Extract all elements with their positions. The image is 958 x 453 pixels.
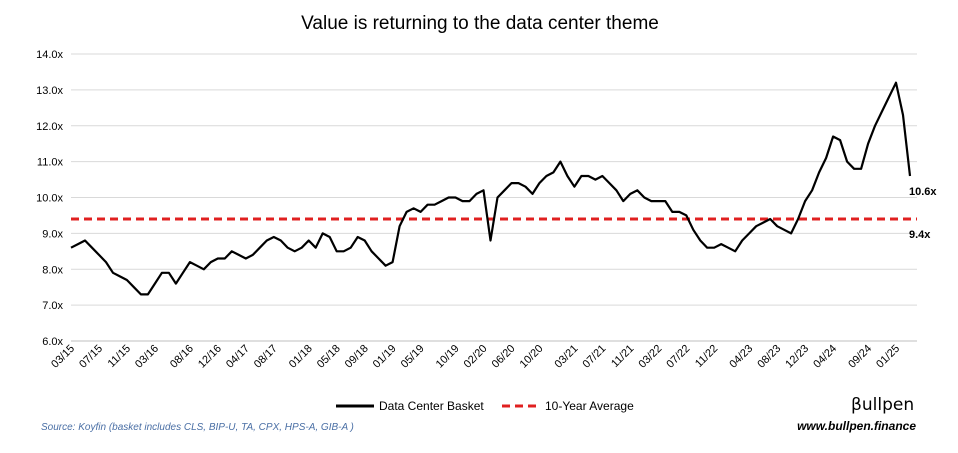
x-tick-label: 11/21 xyxy=(609,343,636,370)
x-tick-label: 01/19 xyxy=(371,343,399,371)
x-tick-label: 05/19 xyxy=(399,343,427,371)
series-data-center-basket xyxy=(70,81,912,296)
x-tick-label: 07/22 xyxy=(664,343,692,371)
x-tick-label: 10/19 xyxy=(434,343,462,371)
x-tick-label: 12/16 xyxy=(196,343,224,371)
gridlines xyxy=(71,53,917,306)
legend-label-data-center-basket: Data Center Basket xyxy=(379,399,484,413)
x-tick-label: 02/20 xyxy=(462,343,490,371)
x-tick-label: 03/16 xyxy=(133,343,161,371)
y-tick-label: 9.0x xyxy=(42,228,63,240)
y-tick-label: 11.0x xyxy=(37,157,64,169)
y-tick-label: 6.0x xyxy=(42,336,63,348)
y-tick-label: 10.0x xyxy=(36,193,63,205)
x-tick-label: 12/23 xyxy=(783,343,811,371)
end-value-label: 10.6x xyxy=(909,186,937,198)
x-tick-label: 04/23 xyxy=(727,343,755,371)
x-tick-label: 04/17 xyxy=(224,343,252,371)
x-tick-label: 01/25 xyxy=(874,343,902,371)
x-tick-label: 07/15 xyxy=(77,343,105,371)
average-value-label: 9.4x xyxy=(909,229,931,241)
y-tick-label: 12.0x xyxy=(36,121,63,133)
y-tick-label: 14.0x xyxy=(36,49,63,61)
x-tick-label: 09/18 xyxy=(343,343,371,371)
source-note: Source: Koyfin (basket includes CLS, BIP… xyxy=(41,422,354,433)
x-tick-label: 08/16 xyxy=(168,343,196,371)
x-tick-label: 04/24 xyxy=(811,343,839,371)
y-tick-label: 7.0x xyxy=(42,300,63,312)
y-axis-ticks: 6.0x 7.0x 8.0x 9.0x 10.0x 11.0x 12.0x 13.0x 14.0… xyxy=(36,49,63,348)
x-tick-label: 08/17 xyxy=(252,343,280,371)
legend: Data Center Basket 10-Year Average xyxy=(336,399,634,413)
x-tick-label: 05/18 xyxy=(315,343,343,371)
x-axis-ticks: 03/15 07/15 11/15 03/16 08/16 12/16 04/17 08/17… xyxy=(49,343,902,371)
x-tick-label: 08/23 xyxy=(755,343,783,371)
x-tick-label: 03/21 xyxy=(553,343,581,371)
website-link[interactable]: www.bullpen.finance xyxy=(797,419,916,433)
x-tick-label: 01/18 xyxy=(287,343,315,371)
y-tick-label: 13.0x xyxy=(36,85,63,97)
brand-logo: βullpen xyxy=(851,395,914,415)
x-tick-label: 09/24 xyxy=(846,343,874,371)
y-tick-label: 8.0x xyxy=(42,264,63,276)
x-tick-label: 06/20 xyxy=(490,343,518,371)
x-tick-label: 11/22 xyxy=(693,343,720,370)
x-tick-label: 07/21 xyxy=(581,343,609,371)
chart-title: Value is returning to the data center th… xyxy=(301,13,659,34)
x-tick-label: 03/22 xyxy=(636,343,664,371)
x-tick-label: 10/20 xyxy=(518,343,546,371)
legend-label-10-year-average: 10-Year Average xyxy=(545,399,634,413)
x-tick-label: 11/15 xyxy=(106,343,133,370)
